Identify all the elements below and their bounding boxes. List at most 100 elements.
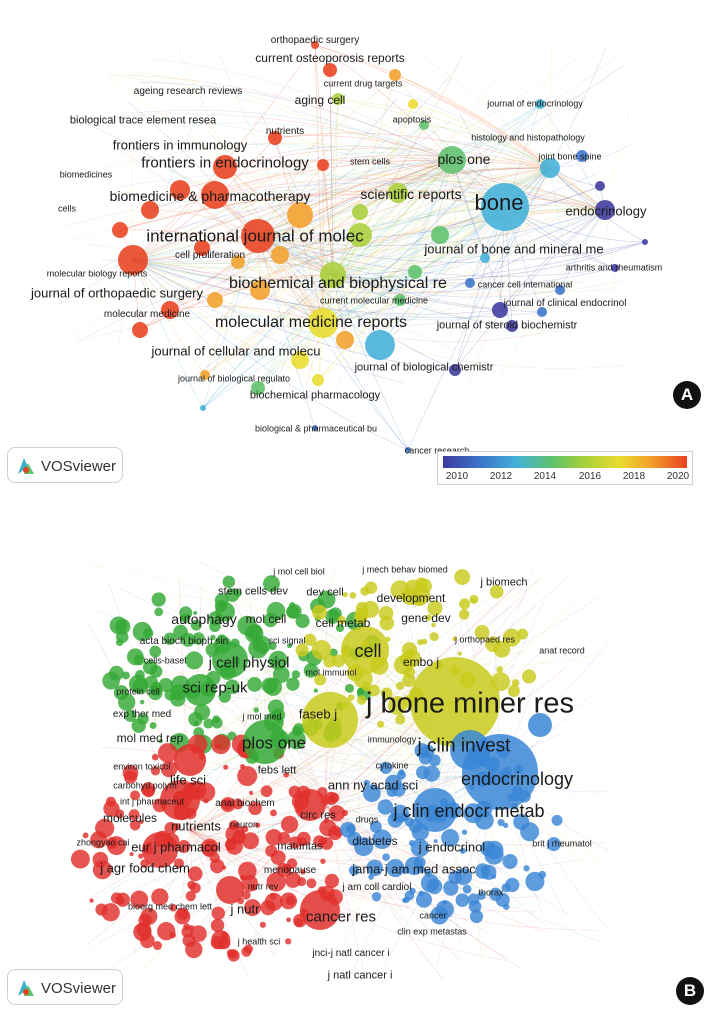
vosviewer-logo-text: VOSviewer [41, 458, 117, 475]
link-line [189, 590, 407, 831]
network-node [485, 636, 501, 653]
network-node [450, 730, 490, 770]
network-node [303, 633, 317, 646]
link-line [397, 166, 551, 194]
network-node [341, 809, 348, 817]
link-line [132, 206, 506, 264]
node-label: bioorg med chem lett [127, 901, 213, 912]
link-line [83, 167, 551, 281]
node-label: life sci [169, 772, 207, 788]
link-line [120, 150, 324, 324]
node-label: neuron [229, 819, 259, 830]
link-line [139, 209, 606, 331]
network-node [184, 674, 216, 706]
link-line [132, 214, 301, 261]
network-node [271, 246, 289, 264]
network-node [210, 918, 225, 933]
network-node [285, 938, 292, 945]
vosviewer-logo: VOSviewer [7, 447, 123, 483]
link-line [324, 667, 566, 806]
link-line [332, 103, 541, 276]
link-line [322, 74, 396, 324]
network-node [295, 614, 310, 629]
network-node [270, 809, 277, 817]
link-line [332, 270, 528, 286]
network-node [239, 874, 246, 881]
network-node [511, 679, 520, 687]
network-node [286, 605, 300, 619]
link-line [450, 167, 551, 336]
link-line [202, 274, 334, 409]
network-node [241, 219, 275, 253]
link-line [151, 58, 453, 161]
node-label: mol med rep [116, 731, 184, 745]
network-node [268, 131, 282, 145]
node-label: menopause [263, 865, 317, 876]
network-node [328, 792, 340, 804]
network-node [132, 621, 152, 642]
link-line [257, 235, 513, 327]
network-node [415, 765, 430, 780]
node-label: histology and histopathology [471, 132, 585, 143]
network-node [442, 900, 448, 905]
link-line [257, 235, 646, 263]
network-node [163, 632, 177, 645]
network-node [283, 772, 289, 778]
node-label: orthopaedic surgery [270, 35, 360, 46]
node-label: anat record [539, 645, 585, 656]
network-node [501, 883, 511, 893]
link-line [231, 206, 506, 279]
link-line [132, 259, 324, 324]
network-node [390, 580, 410, 600]
node-label: thorax [478, 887, 504, 898]
network-node [242, 832, 260, 850]
link-line [214, 178, 606, 211]
link-line [257, 235, 316, 429]
link-line [379, 167, 551, 346]
network-node [312, 425, 318, 431]
network-node [128, 809, 140, 821]
link-line [432, 96, 551, 169]
color-scale-tick: 2016 [578, 471, 602, 482]
network-node [318, 836, 327, 846]
node-label: j am coll cardiol [342, 882, 412, 893]
link-line [169, 196, 506, 232]
link-line [434, 809, 571, 916]
link-line [549, 47, 607, 169]
node-label: scientific reports [360, 186, 462, 202]
network-node [336, 331, 354, 349]
network-node [141, 201, 159, 219]
network-node [272, 666, 290, 684]
network-node [124, 709, 137, 723]
network-node [270, 850, 286, 866]
network-node [438, 146, 466, 174]
network-node [327, 825, 343, 841]
network-node [502, 822, 509, 829]
link-line [451, 159, 606, 211]
link-line [132, 58, 578, 261]
link-line [257, 185, 601, 240]
link-line [146, 593, 366, 651]
link-line [127, 101, 259, 237]
link-line [191, 768, 436, 811]
node-label: j natl cancer i [327, 969, 393, 982]
network-node [232, 798, 244, 810]
node-label: apoptosis [392, 114, 432, 125]
network-node [193, 611, 198, 616]
network-node [414, 743, 430, 759]
network-node [611, 264, 619, 272]
link-line [249, 167, 551, 286]
network-node [312, 374, 324, 386]
color-scale-legend: 2010 2012 2014 2016 2018 2020 [437, 451, 693, 485]
link-line [407, 167, 551, 451]
network-node [181, 926, 193, 938]
link-line [139, 81, 453, 161]
network-node [247, 677, 262, 692]
link-line [257, 97, 398, 237]
node-label: eur j pharmacol [131, 839, 221, 855]
node-label: biological trace element resea [69, 114, 217, 127]
link-line [175, 829, 191, 947]
link-line [299, 193, 606, 216]
network-node [142, 832, 178, 868]
node-label: anal biochem [215, 798, 275, 809]
